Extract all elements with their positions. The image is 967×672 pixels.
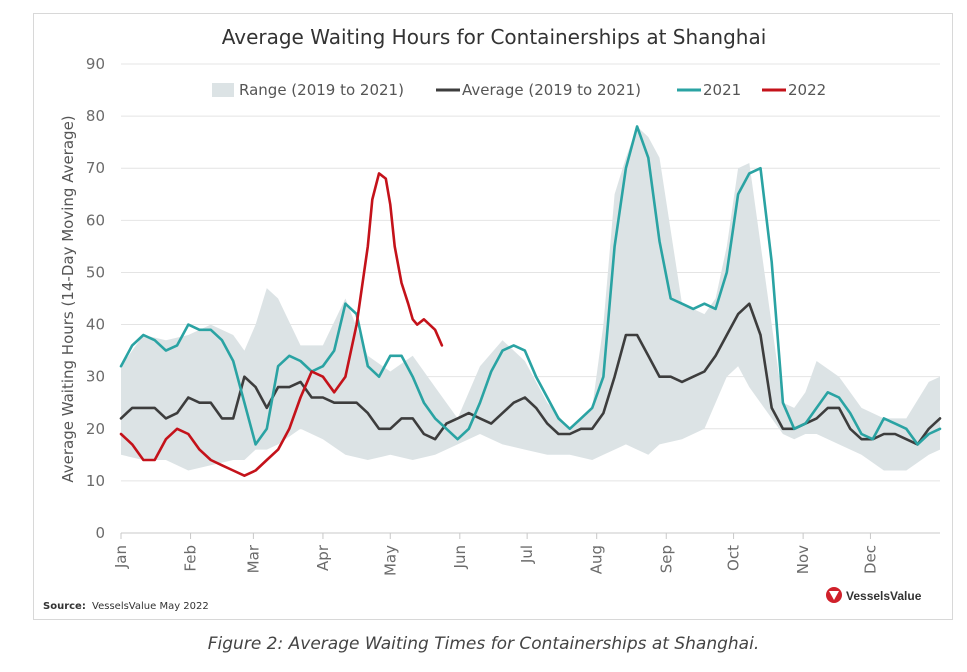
series-lines — [119, 125, 942, 478]
y-tick-label-1: 10 — [86, 472, 105, 490]
x-tick-label-3: Apr — [314, 544, 332, 571]
x-tick-label-0: Jan — [112, 545, 130, 569]
x-tick-label-7: Aug — [588, 545, 606, 574]
y-tick-label-6: 60 — [86, 211, 105, 229]
y-tick-label-5: 50 — [86, 263, 105, 281]
legend: Range (2019 to 2021) Average (2019 to 20… — [212, 81, 826, 99]
y-tick-label-3: 30 — [86, 368, 105, 386]
source-note: Source: VesselsValue May 2022 — [43, 601, 209, 612]
y-tick-label-0: 0 — [95, 524, 105, 542]
vesselsvalue-logo-text: VesselsValue — [846, 589, 922, 603]
x-tick-label-4: May — [381, 545, 399, 576]
x-tick-label-6: Jul — [518, 545, 536, 564]
source-text: VesselsValue May 2022 — [92, 601, 209, 612]
y-tick-label-4: 40 — [86, 316, 105, 334]
legend-2021-label: 2021 — [703, 81, 741, 99]
vesselsvalue-logo-mark — [829, 591, 839, 600]
x-tick-label-5: Jun — [451, 545, 469, 569]
x-tick-label-10: Nov — [794, 545, 812, 574]
legend-range-swatch — [212, 83, 234, 97]
legend-average-label: Average (2019 to 2021) — [462, 81, 641, 99]
axes: 0 10 20 30 40 50 60 70 80 90 Jan Feb Mar Apr May Jun Jul… — [86, 55, 940, 576]
legend-2022-label: 2022 — [788, 81, 826, 99]
x-tick-label-9: Oct — [725, 545, 743, 571]
series-2021-line — [119, 125, 942, 446]
y-axis-label: Average Waiting Hours (14-Day Moving Ave… — [59, 115, 77, 482]
chart-frame: Average Waiting Hours for Containerships… — [33, 13, 953, 620]
y-tick-label-2: 20 — [86, 420, 105, 438]
x-tick-label-1: Feb — [182, 545, 200, 572]
chart: Average Waiting Hours for Containerships… — [43, 25, 942, 612]
x-tick-label-11: Dec — [861, 545, 879, 574]
chart-title: Average Waiting Hours for Containerships… — [222, 25, 767, 49]
vesselsvalue-logo: VesselsValue — [826, 587, 922, 603]
series-2022-line — [119, 172, 444, 478]
x-tick-label-8: Sep — [657, 545, 675, 573]
legend-range-label: Range (2019 to 2021) — [239, 81, 404, 99]
y-tick-label-7: 70 — [86, 159, 105, 177]
x-tick-label-2: Mar — [244, 544, 262, 573]
source-label: Source: — [43, 601, 86, 612]
figure-caption: Figure 2: Average Waiting Times for Cont… — [207, 634, 760, 654]
y-tick-label-9: 90 — [86, 55, 105, 73]
y-tick-label-8: 80 — [86, 107, 105, 125]
